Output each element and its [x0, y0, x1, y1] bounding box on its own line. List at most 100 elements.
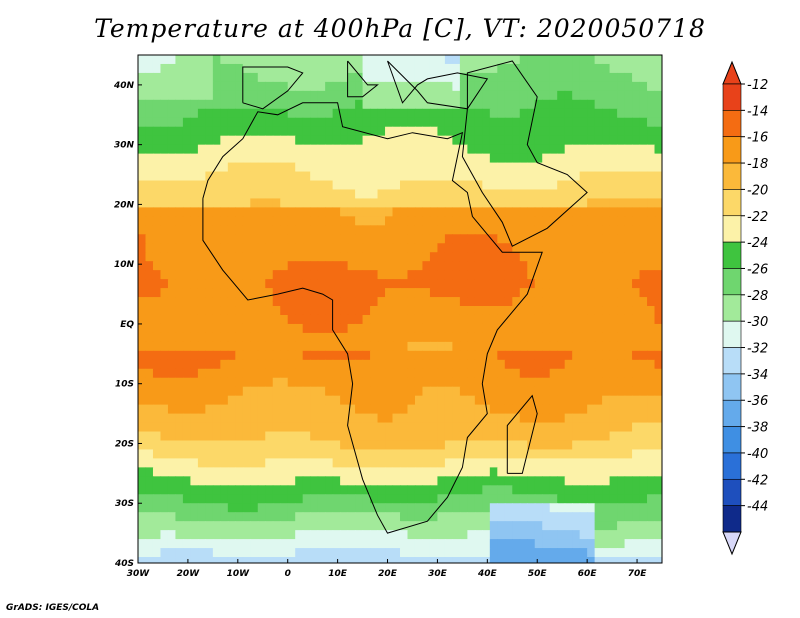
- field-cell: [429, 198, 439, 208]
- field-cell: [235, 476, 244, 486]
- field-cell: [362, 476, 371, 486]
- field-cell: [602, 413, 611, 424]
- field-cell: [549, 126, 558, 137]
- field-cell: [235, 162, 244, 173]
- field-cell: [519, 368, 528, 379]
- field-cell: [167, 332, 177, 343]
- field-cell: [414, 90, 424, 101]
- field-cell: [317, 270, 326, 280]
- field-cell: [257, 512, 266, 522]
- field-cell: [347, 476, 356, 486]
- field-cell: [175, 306, 184, 316]
- field-cell: [138, 494, 147, 504]
- field-cell: [587, 144, 596, 155]
- field-cell: [519, 108, 528, 119]
- field-cell: [504, 476, 513, 486]
- field-cell: [407, 485, 416, 495]
- field-cell: [474, 126, 483, 137]
- field-cell: [639, 431, 648, 442]
- field-cell: [542, 63, 551, 74]
- field-cell: [302, 494, 311, 504]
- field-cell: [534, 252, 543, 262]
- field-cell: [587, 63, 596, 74]
- field-cell: [654, 323, 662, 334]
- field-cell: [467, 557, 476, 563]
- field-cell: [534, 279, 543, 289]
- field-cell: [227, 225, 236, 235]
- field-cell: [639, 55, 648, 65]
- field-cell: [624, 314, 633, 325]
- colorbar-swatch: [722, 399, 742, 427]
- field-cell: [497, 422, 506, 433]
- field-cell: [587, 557, 596, 563]
- field-cell: [542, 81, 551, 92]
- field-cell: [377, 81, 386, 92]
- field-cell: [205, 368, 214, 379]
- field-cell: [429, 359, 439, 370]
- field-cell: [429, 225, 439, 235]
- field-cell: [639, 243, 648, 253]
- field-cell: [587, 135, 596, 146]
- field-cell: [280, 270, 289, 280]
- field-cell: [504, 279, 513, 289]
- field-cell: [512, 521, 521, 531]
- field-cell: [362, 90, 371, 101]
- field-cell: [519, 386, 528, 397]
- field-cell: [444, 90, 453, 101]
- field-cell: [587, 81, 596, 92]
- field-cell: [414, 252, 424, 262]
- field-cell: [325, 72, 334, 83]
- field-cell: [182, 395, 191, 406]
- field-cell: [437, 279, 446, 289]
- field-cell: [587, 153, 596, 164]
- field-cell: [564, 90, 573, 101]
- field-cell: [377, 180, 386, 191]
- field-cell: [632, 557, 641, 563]
- field-cell: [152, 341, 162, 352]
- field-cell: [534, 386, 543, 397]
- field-cell: [400, 458, 409, 468]
- field-cell: [332, 108, 341, 119]
- field-cell: [205, 404, 214, 415]
- field-cell: [167, 503, 177, 513]
- field-cell: [265, 521, 274, 531]
- field-cell: [175, 539, 184, 549]
- field-cell: [429, 512, 439, 522]
- field-cell: [489, 458, 498, 468]
- field-cell: [609, 171, 618, 182]
- field-cell: [152, 63, 162, 74]
- field-cell: [212, 332, 221, 343]
- field-cell: [639, 234, 648, 244]
- field-cell: [429, 243, 439, 253]
- field-cell: [355, 350, 364, 361]
- field-cell: [542, 279, 551, 289]
- field-cell: [242, 548, 251, 558]
- field-cell: [444, 288, 453, 298]
- field-cell: [617, 207, 626, 217]
- field-cell: [482, 377, 491, 388]
- field-cell: [332, 395, 341, 406]
- field-cell: [280, 485, 289, 495]
- coastline: [242, 66, 304, 110]
- field-cell: [280, 332, 289, 343]
- field-cell: [340, 225, 349, 235]
- field-cell: [212, 476, 221, 486]
- field-cell: [474, 368, 483, 379]
- field-cell: [332, 297, 341, 307]
- field-cell: [370, 359, 379, 370]
- field-cell: [564, 422, 573, 433]
- field-cell: [295, 422, 304, 433]
- field-cell: [332, 494, 341, 504]
- field-cell: [145, 530, 154, 540]
- field-cell: [152, 234, 162, 244]
- field-cell: [265, 153, 274, 164]
- field-cell: [527, 386, 536, 397]
- field-cell: [407, 476, 416, 486]
- colorbar-label: -18: [747, 157, 768, 172]
- field-cell: [242, 530, 251, 540]
- field-cell: [272, 548, 281, 558]
- field-cell: [497, 404, 506, 415]
- field-cell: [489, 108, 498, 119]
- field-cell: [265, 171, 274, 182]
- field-cell: [624, 332, 633, 343]
